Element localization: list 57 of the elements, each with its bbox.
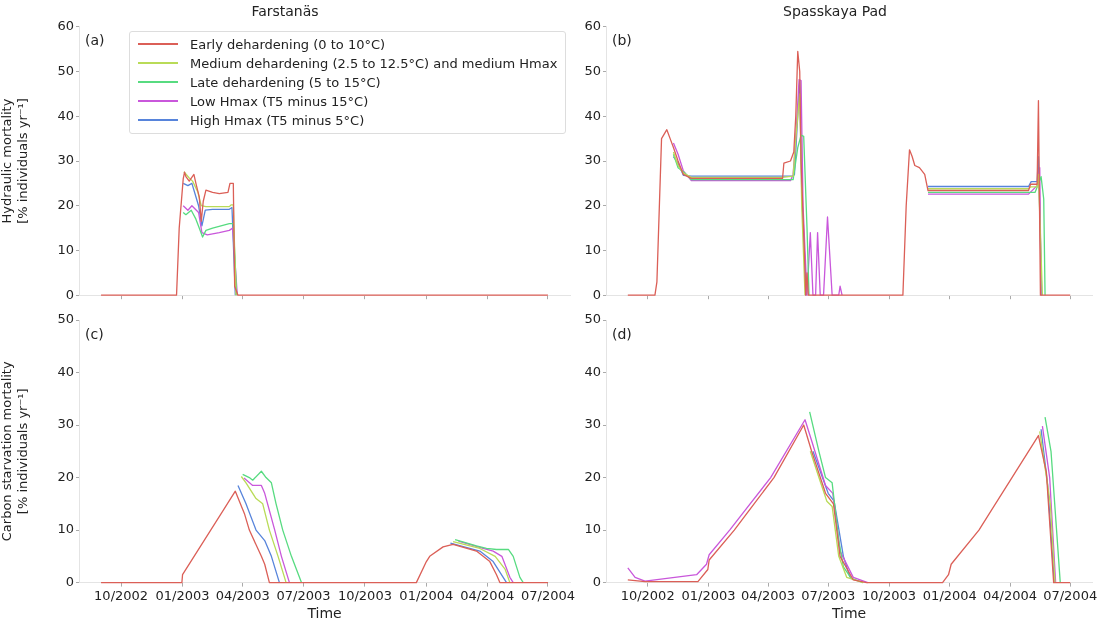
legend-label: High Hmax (T5 minus 5°C)	[190, 112, 365, 128]
x-tick-label: 07/2003	[801, 587, 856, 603]
x-tick-label: 10/2002	[620, 587, 675, 603]
x-tick-label: 10/2003	[862, 587, 917, 603]
y-axis-title: Carbon starvation mortality [% individuals yr⁻¹]	[0, 361, 30, 542]
y-tick-label: 50	[584, 311, 601, 327]
legend-label: Late dehardening (5 to 15°C)	[190, 74, 381, 90]
x-tick-label: 04/2003	[740, 587, 796, 603]
y-tick-label: 50	[584, 62, 601, 78]
y-tick-label: 0	[592, 573, 601, 589]
y-tick-label: 20	[584, 468, 601, 484]
y-tick-label: 40	[584, 363, 601, 379]
x-tick-label: 04/2004	[460, 587, 515, 603]
annotation: (c)	[85, 325, 104, 342]
chart-title: Farstanäs	[251, 3, 319, 20]
y-tick-label: 10	[584, 241, 601, 257]
x-tick-label: 07/2004	[520, 587, 575, 603]
y-tick-label: 0	[65, 573, 74, 589]
x-tick-label: 07/2004	[1043, 587, 1098, 603]
y-tick-label: 10	[57, 241, 74, 257]
legend-label: Early dehardening (0 to 10°C)	[190, 36, 386, 52]
x-tick-label: 01/2004	[399, 587, 454, 603]
x-tick-label: 10/2003	[337, 587, 392, 603]
x-axis-title: Time	[306, 605, 342, 622]
y-tick-label: 30	[584, 152, 601, 168]
x-tick-label: 10/2002	[94, 587, 149, 603]
annotation: (a)	[85, 32, 105, 49]
chart-title: Spasskaya Pad	[783, 3, 887, 20]
y-tick-label: 20	[57, 468, 74, 484]
y-tick-label: 60	[57, 18, 74, 34]
x-tick-label: 01/2003	[681, 587, 736, 603]
y-tick-label: 50	[57, 62, 74, 78]
x-tick-label: 01/2003	[155, 587, 210, 603]
y-tick-label: 50	[57, 311, 74, 327]
y-tick-label: 30	[57, 416, 74, 432]
y-tick-label: 10	[57, 521, 74, 537]
x-tick-label: 04/2004	[983, 587, 1038, 603]
y-tick-label: 40	[57, 363, 74, 379]
x-tick-label: 04/2003	[215, 587, 270, 603]
y-tick-label: 20	[57, 197, 74, 213]
y-axis-title: Hydraulic mortality [% individuals yr⁻¹]	[0, 98, 30, 224]
y-tick-label: 40	[584, 107, 601, 123]
y-tick-label: 60	[584, 18, 601, 34]
x-tick-label: 07/2003	[276, 587, 331, 603]
y-tick-label: 0	[65, 286, 74, 302]
y-tick-label: 30	[57, 152, 74, 168]
x-axis-title: Time	[830, 605, 867, 622]
annotation: (b)	[612, 32, 632, 49]
x-tick-label: 01/2004	[922, 587, 977, 603]
y-tick-label: 20	[584, 197, 601, 213]
y-tick-label: 10	[584, 521, 601, 537]
y-tick-label: 30	[584, 416, 601, 432]
y-tick-label: 40	[57, 107, 74, 123]
legend-label: Low Hmax (T5 minus 15°C)	[190, 93, 369, 109]
y-tick-label: 0	[592, 286, 601, 302]
legend-label: Medium dehardening (2.5 to 12.5°C) and medium Hmax	[190, 55, 558, 71]
annotation: (d)	[612, 325, 632, 342]
